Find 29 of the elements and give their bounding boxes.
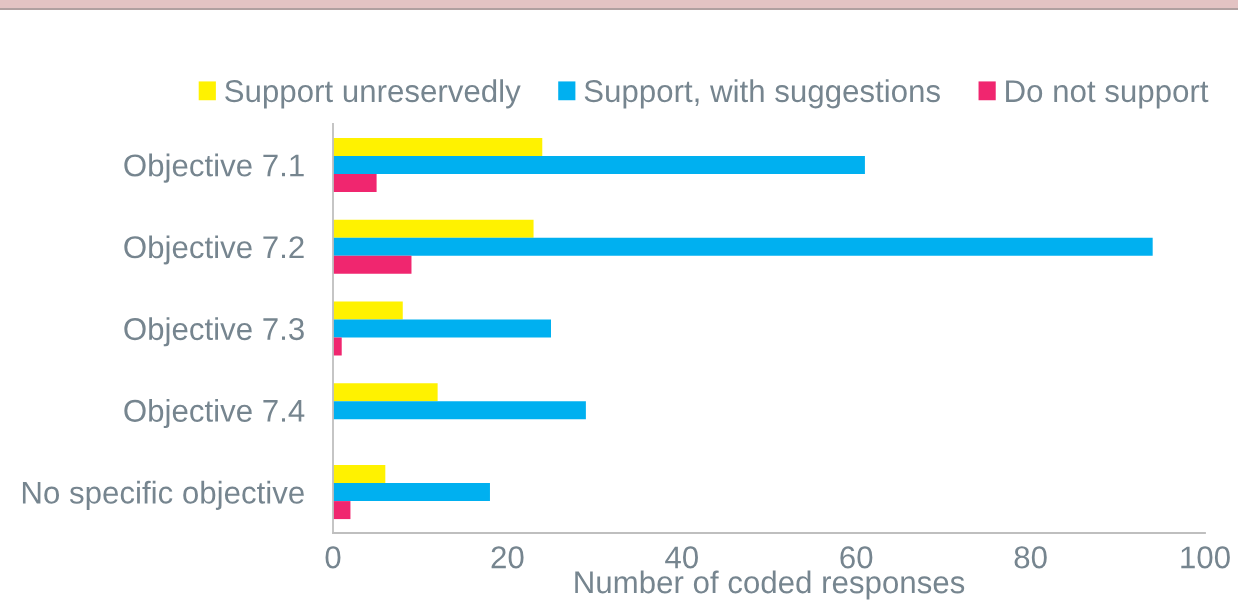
x-tick-label: 20 [491, 546, 524, 569]
bar [333, 301, 403, 320]
x-axis-title: Number of coded responses [575, 570, 965, 600]
bar [333, 401, 586, 420]
bar [333, 483, 490, 502]
y-tick-label: No specific objective [22, 480, 304, 510]
legend-label: Support unreservedly [225, 79, 521, 109]
x-tick-label: 0 [325, 546, 341, 569]
x-tick-label: 100 [1181, 546, 1230, 569]
y-tick-label: Objective 7.4 [124, 398, 305, 429]
bar [333, 501, 351, 520]
x-tick-label: 60 [840, 546, 873, 569]
bar [333, 173, 377, 192]
bar [333, 137, 543, 156]
bar [333, 465, 386, 484]
legend-label: Support, with suggestions [584, 79, 940, 109]
y-tick-label: Objective 7.1 [124, 153, 304, 183]
bar [333, 319, 551, 338]
bar [333, 383, 438, 402]
legend-label: Do not support [1006, 80, 1209, 109]
bar [333, 219, 534, 238]
y-tick-label: Objective 7.3 [124, 317, 304, 347]
y-tick-label: Objective 7.2 [124, 235, 304, 265]
bar [333, 337, 342, 356]
x-tick-label: 40 [665, 546, 698, 569]
bar [333, 237, 1153, 256]
bar [333, 155, 865, 174]
bar [333, 255, 412, 274]
x-tick-label: 80 [1014, 546, 1047, 569]
